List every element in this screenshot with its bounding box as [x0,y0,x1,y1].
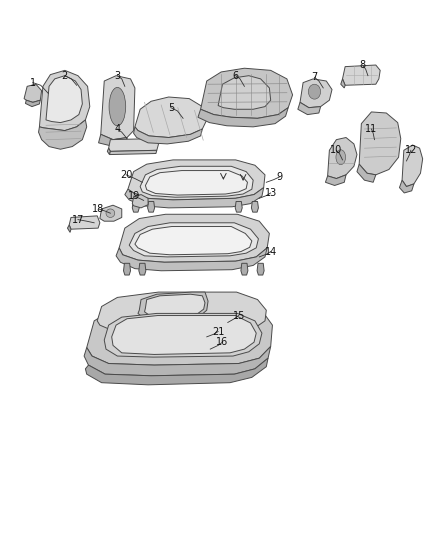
Polygon shape [110,150,157,155]
Text: 19: 19 [127,191,140,201]
Polygon shape [132,201,139,212]
Text: 8: 8 [360,60,366,70]
Polygon shape [201,68,293,118]
Text: 4: 4 [114,124,120,134]
Text: 10: 10 [330,146,343,155]
Polygon shape [119,214,269,262]
Polygon shape [343,65,380,85]
Polygon shape [25,100,40,107]
Text: 14: 14 [265,247,277,256]
Polygon shape [132,195,148,208]
Polygon shape [39,70,90,131]
Polygon shape [135,97,207,138]
Polygon shape [112,316,256,354]
Polygon shape [298,102,321,115]
Text: 13: 13 [265,188,277,198]
Polygon shape [87,305,272,365]
Text: 20: 20 [120,170,132,180]
Text: 6: 6 [233,71,239,80]
Polygon shape [116,248,267,271]
Polygon shape [128,160,265,200]
Polygon shape [101,76,135,140]
Polygon shape [129,223,258,257]
Polygon shape [140,166,253,197]
Text: 17: 17 [72,215,84,224]
Polygon shape [198,108,288,127]
Polygon shape [145,294,205,316]
Text: 5: 5 [168,103,174,112]
Polygon shape [257,263,264,275]
Polygon shape [107,148,110,155]
Text: 11: 11 [365,124,378,134]
Text: 18: 18 [92,204,105,214]
Polygon shape [357,164,376,182]
Ellipse shape [336,150,346,165]
Polygon shape [402,145,423,187]
Ellipse shape [308,84,321,99]
Polygon shape [104,313,262,357]
Text: 12: 12 [405,146,417,155]
Polygon shape [145,171,247,195]
Polygon shape [24,84,42,102]
Polygon shape [300,79,332,108]
Polygon shape [139,263,146,275]
Polygon shape [241,263,248,275]
Polygon shape [124,263,131,275]
Polygon shape [46,76,82,123]
Polygon shape [148,201,155,212]
Text: 15: 15 [233,311,245,320]
Polygon shape [69,216,100,229]
Polygon shape [134,127,202,144]
Text: 21: 21 [212,327,224,336]
Polygon shape [328,138,357,179]
Text: 1: 1 [30,78,36,87]
Polygon shape [138,292,208,317]
Polygon shape [39,120,87,149]
Polygon shape [125,188,264,208]
Polygon shape [84,346,271,376]
Polygon shape [341,79,345,88]
Polygon shape [218,76,271,109]
Polygon shape [97,292,266,333]
Text: 7: 7 [311,72,318,82]
Polygon shape [251,201,258,212]
Text: 16: 16 [216,337,229,347]
Text: 3: 3 [114,71,120,80]
Polygon shape [100,205,122,221]
Polygon shape [359,112,401,175]
Polygon shape [325,175,346,185]
Polygon shape [67,225,71,232]
Polygon shape [135,227,252,255]
Ellipse shape [109,87,126,126]
Text: 2: 2 [62,71,68,80]
Polygon shape [109,139,159,151]
Polygon shape [399,180,414,193]
Polygon shape [85,358,268,385]
Text: 9: 9 [276,172,283,182]
Polygon shape [235,201,242,212]
Polygon shape [99,134,127,146]
Ellipse shape [106,209,115,217]
